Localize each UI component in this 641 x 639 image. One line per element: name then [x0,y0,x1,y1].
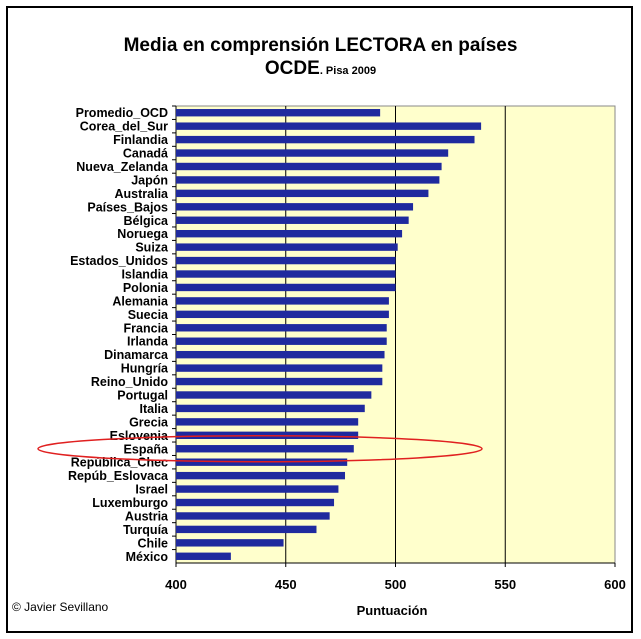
category-label-33: México [126,550,169,564]
bar-11 [176,256,396,265]
category-label-23: Grecia [129,415,169,429]
x-tick-label-500: 500 [385,577,407,592]
bar-8 [176,216,409,224]
bar-9 [176,229,403,238]
category-label-27: Repúb_Eslovaca [68,469,169,483]
category-label-31: Turquía [123,523,169,537]
bar-25 [176,445,354,453]
bar-15 [176,310,389,319]
category-label-28: Israel [135,483,168,497]
category-label-21: Portugal [117,388,168,402]
category-label-8: Bélgica [124,214,170,228]
category-label-32: Chile [137,536,168,550]
category-label-9: Noruega [117,227,169,241]
bar-22 [176,404,365,413]
category-label-29: Luxemburgo [92,496,168,510]
category-label-26: República_Chec [71,456,168,470]
bar-5 [176,176,440,184]
bar-3 [176,149,449,157]
x-axis-label: Puntuación [357,603,428,618]
category-label-7: Países_Bajos [87,200,168,214]
category-label-12: Islandia [121,268,169,282]
bar-20 [176,377,383,386]
x-tick-label-550: 550 [494,577,516,592]
bar-0 [176,109,381,117]
category-label-4: Nueva_Zelanda [76,160,169,174]
bar-12 [176,270,396,278]
bar-7 [176,203,414,211]
bar-23 [176,418,359,426]
category-label-22: Italia [140,402,170,416]
credit-text: © Javier Sevillano [12,600,109,614]
category-label-1: Corea_del_Sur [80,120,168,134]
chart-title: Media en comprensión LECTORA en países [123,35,518,56]
chart-subtitle: OCDE. Pisa 2009 [0,58,641,80]
category-label-19: Hungría [121,362,169,376]
subtitle-main: OCDE [264,58,320,79]
category-label-3: Canadá [123,147,168,161]
category-label-25: España [124,442,170,456]
category-label-2: Finlandia [113,133,169,147]
category-label-6: Australia [115,187,170,201]
x-tick-label-400: 400 [165,577,187,592]
bar-19 [176,364,383,372]
bar-1 [176,122,482,130]
category-label-16: Francia [124,321,170,335]
bar-16 [176,324,387,332]
bar-4 [176,162,442,171]
bar-21 [176,391,372,399]
subtitle-note: . Pisa 2009 [319,65,377,77]
category-label-18: Dinamarca [104,348,169,362]
bar-32 [176,539,284,547]
bar-14 [176,297,389,305]
x-tick-label-600: 600 [604,577,626,592]
bar-10 [176,243,398,251]
bar-29 [176,498,335,507]
highlight-ellipse [37,435,483,463]
category-label-10: Suiza [135,241,169,255]
category-label-5: Japón [131,173,168,187]
bar-6 [176,189,429,198]
category-label-14: Alemania [112,294,169,308]
category-label-11: Estados_Unidos [70,254,168,268]
category-label-30: Austria [125,509,169,523]
category-label-24: Eslovenia [110,429,169,443]
bar-17 [176,337,387,345]
category-label-15: Suecia [128,308,169,322]
category-label-13: Polonia [123,281,169,295]
category-label-0: Promedio_OCD [76,106,168,120]
bar-13 [176,283,396,292]
bar-33 [176,552,231,560]
bar-28 [176,485,339,493]
category-label-20: Reino_Unido [91,375,168,389]
bar-18 [176,350,385,359]
bar-2 [176,135,475,144]
bar-31 [176,525,317,534]
x-tick-label-450: 450 [275,577,297,592]
category-label-17: Irlanda [127,335,169,349]
bar-30 [176,512,330,520]
bar-27 [176,471,346,480]
